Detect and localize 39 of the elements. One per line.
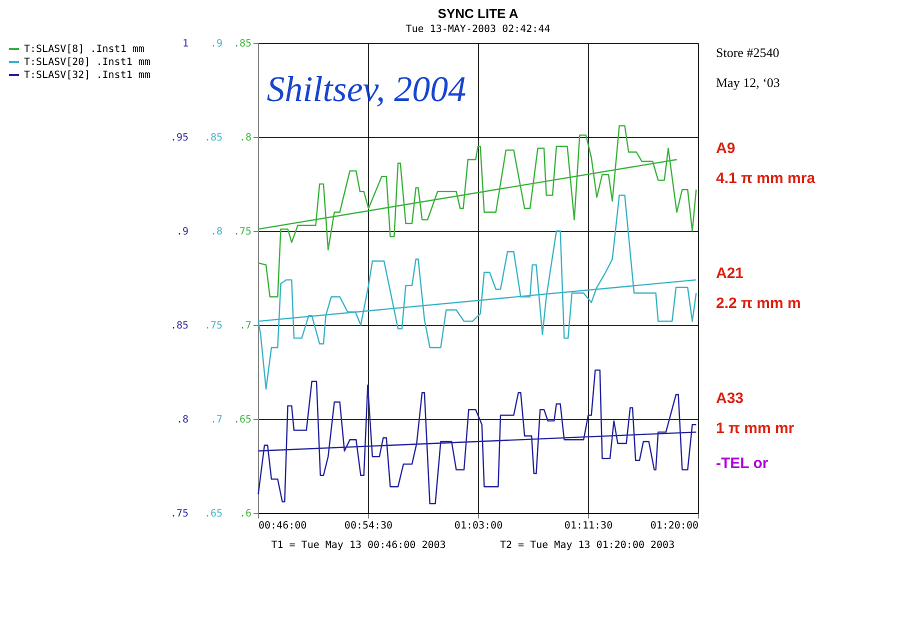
- y2-tick-label: .85: [204, 132, 222, 144]
- y2-tick-label: .8: [210, 226, 222, 238]
- text: 1 π mm mr: [716, 420, 794, 437]
- y-tick-label: .65: [233, 414, 252, 426]
- y-tick-label: .75: [233, 226, 252, 238]
- y3-tick-label: .95: [170, 132, 188, 144]
- legend-label: T:SLASV[8] .Inst1 mm: [24, 44, 144, 55]
- legend-label: T:SLASV[20] .Inst1 mm: [24, 57, 150, 68]
- x-tick-label: 00:54:30: [344, 520, 393, 532]
- text: 2.2 π mm m: [716, 295, 801, 312]
- text: A21: [716, 265, 744, 282]
- y3-tick-label: 1: [182, 38, 188, 50]
- legend-label: T:SLASV[32] .Inst1 mm: [24, 70, 150, 81]
- y2-tick-label: .75: [204, 320, 222, 332]
- y3-tick-label: .75: [170, 508, 188, 520]
- x-tick-label: 01:11:30: [564, 520, 613, 532]
- y-tick-label: .7: [239, 320, 252, 332]
- y-tick-label: .8: [239, 132, 252, 144]
- text: -TEL or: [716, 455, 768, 472]
- x-tick-label: 01:20:00: [650, 520, 698, 532]
- text: A33: [716, 390, 744, 407]
- y-tick-label: .6: [239, 508, 252, 520]
- text: May 12, ‘03: [716, 75, 780, 90]
- y3-tick-label: .85: [170, 320, 188, 332]
- text: T1 = Tue May 13 00:46:00 2003: [271, 540, 446, 551]
- y3-tick-label: .9: [176, 226, 188, 238]
- y2-tick-label: .7: [210, 414, 222, 426]
- text: T2 = Tue May 13 01:20:00 2003: [500, 540, 675, 551]
- chart-title: SYNC LITE A: [438, 6, 519, 21]
- y-tick-label: .85: [233, 38, 252, 50]
- chart-subtitle: Tue 13-MAY-2003 02:42:44: [406, 24, 550, 35]
- y2-tick-label: .9: [210, 38, 222, 50]
- text: 4.1 π mm mra: [716, 170, 816, 187]
- x-tick-label: 01:03:00: [454, 520, 503, 532]
- y2-tick-label: .65: [204, 508, 222, 520]
- x-tick-label: 00:46:00: [258, 520, 307, 532]
- y3-tick-label: .8: [176, 414, 188, 426]
- text: Store #2540: [716, 45, 780, 60]
- text: A9: [716, 140, 736, 157]
